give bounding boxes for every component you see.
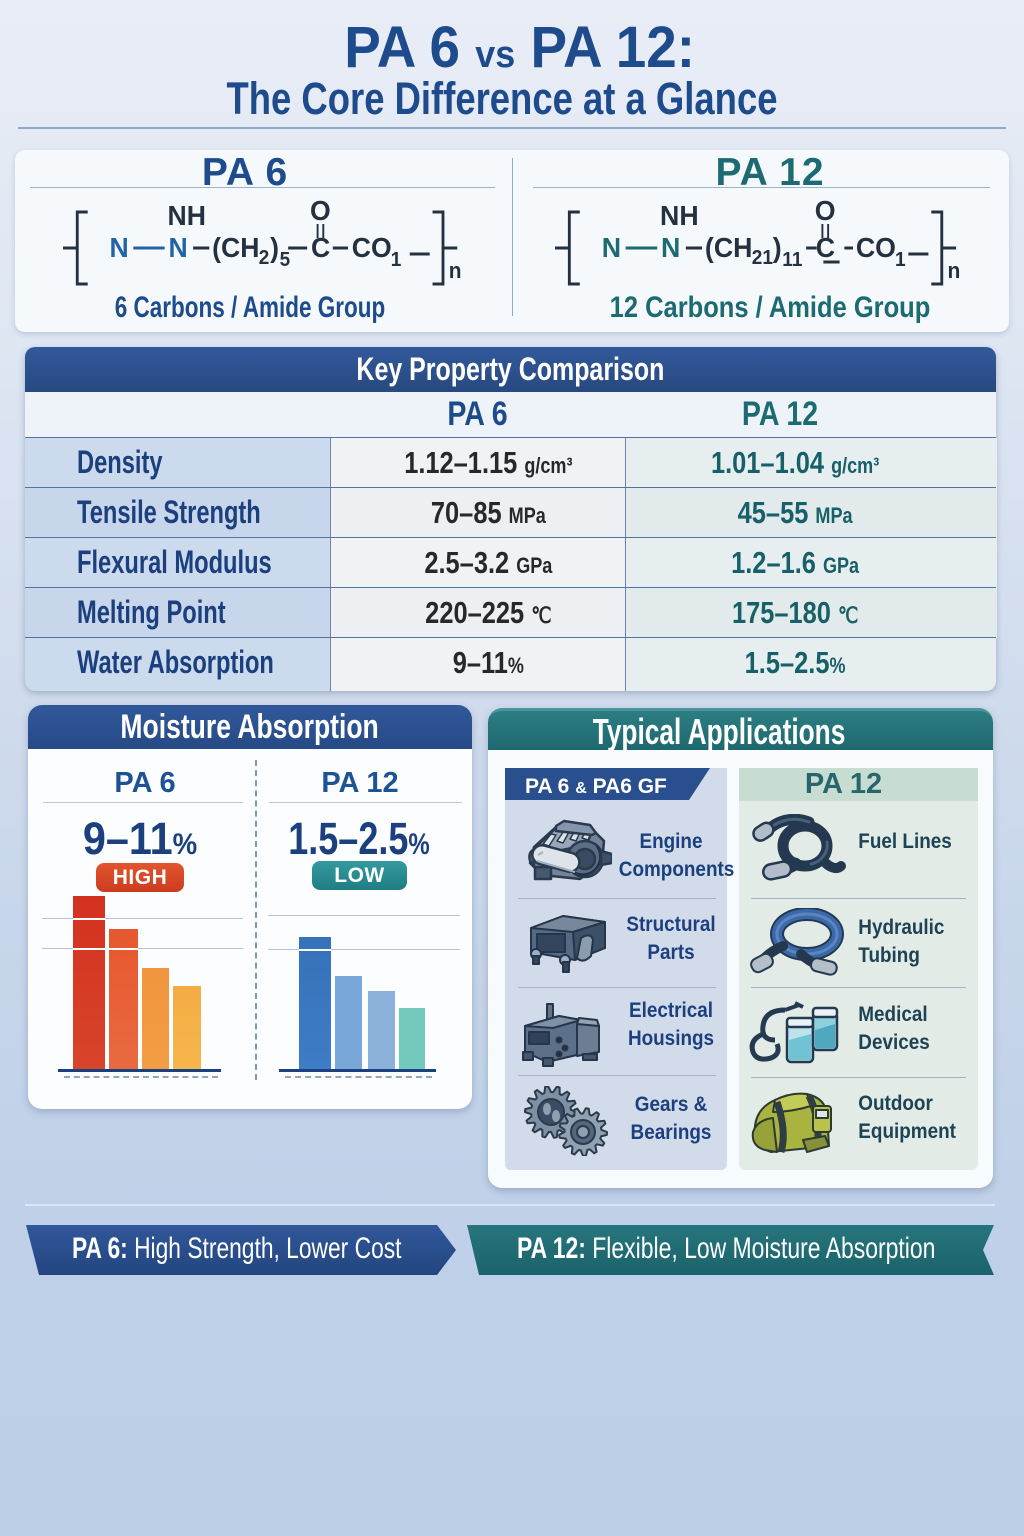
svg-text:O: O	[815, 198, 836, 226]
svg-text:N: N	[602, 231, 621, 263]
svg-text:n: n	[948, 259, 961, 284]
svg-text:11: 11	[782, 249, 802, 272]
svg-text:C: C	[816, 231, 836, 263]
svg-text:NH: NH	[168, 199, 206, 231]
svg-text:N: N	[168, 231, 187, 263]
svg-text:1: 1	[391, 249, 402, 272]
svg-text:): )	[270, 231, 279, 263]
svg-text:21: 21	[752, 247, 773, 270]
svg-text:n: n	[449, 259, 462, 284]
svg-text:(CH: (CH	[212, 231, 259, 263]
svg-text:O: O	[310, 198, 331, 226]
svg-text:5: 5	[280, 249, 291, 272]
svg-text:2: 2	[259, 247, 270, 270]
svg-text:NH: NH	[660, 199, 699, 231]
svg-text:CO: CO	[856, 231, 896, 263]
svg-text:N: N	[110, 231, 129, 263]
svg-text:1: 1	[895, 249, 906, 272]
svg-text:): )	[773, 231, 782, 263]
svg-text:CO: CO	[352, 231, 392, 263]
svg-text:(CH: (CH	[705, 231, 753, 263]
svg-text:C: C	[311, 231, 330, 263]
svg-text:N: N	[661, 231, 680, 263]
svg-text:PA 6 & PA6 GF: PA 6 & PA6 GF	[525, 775, 667, 798]
